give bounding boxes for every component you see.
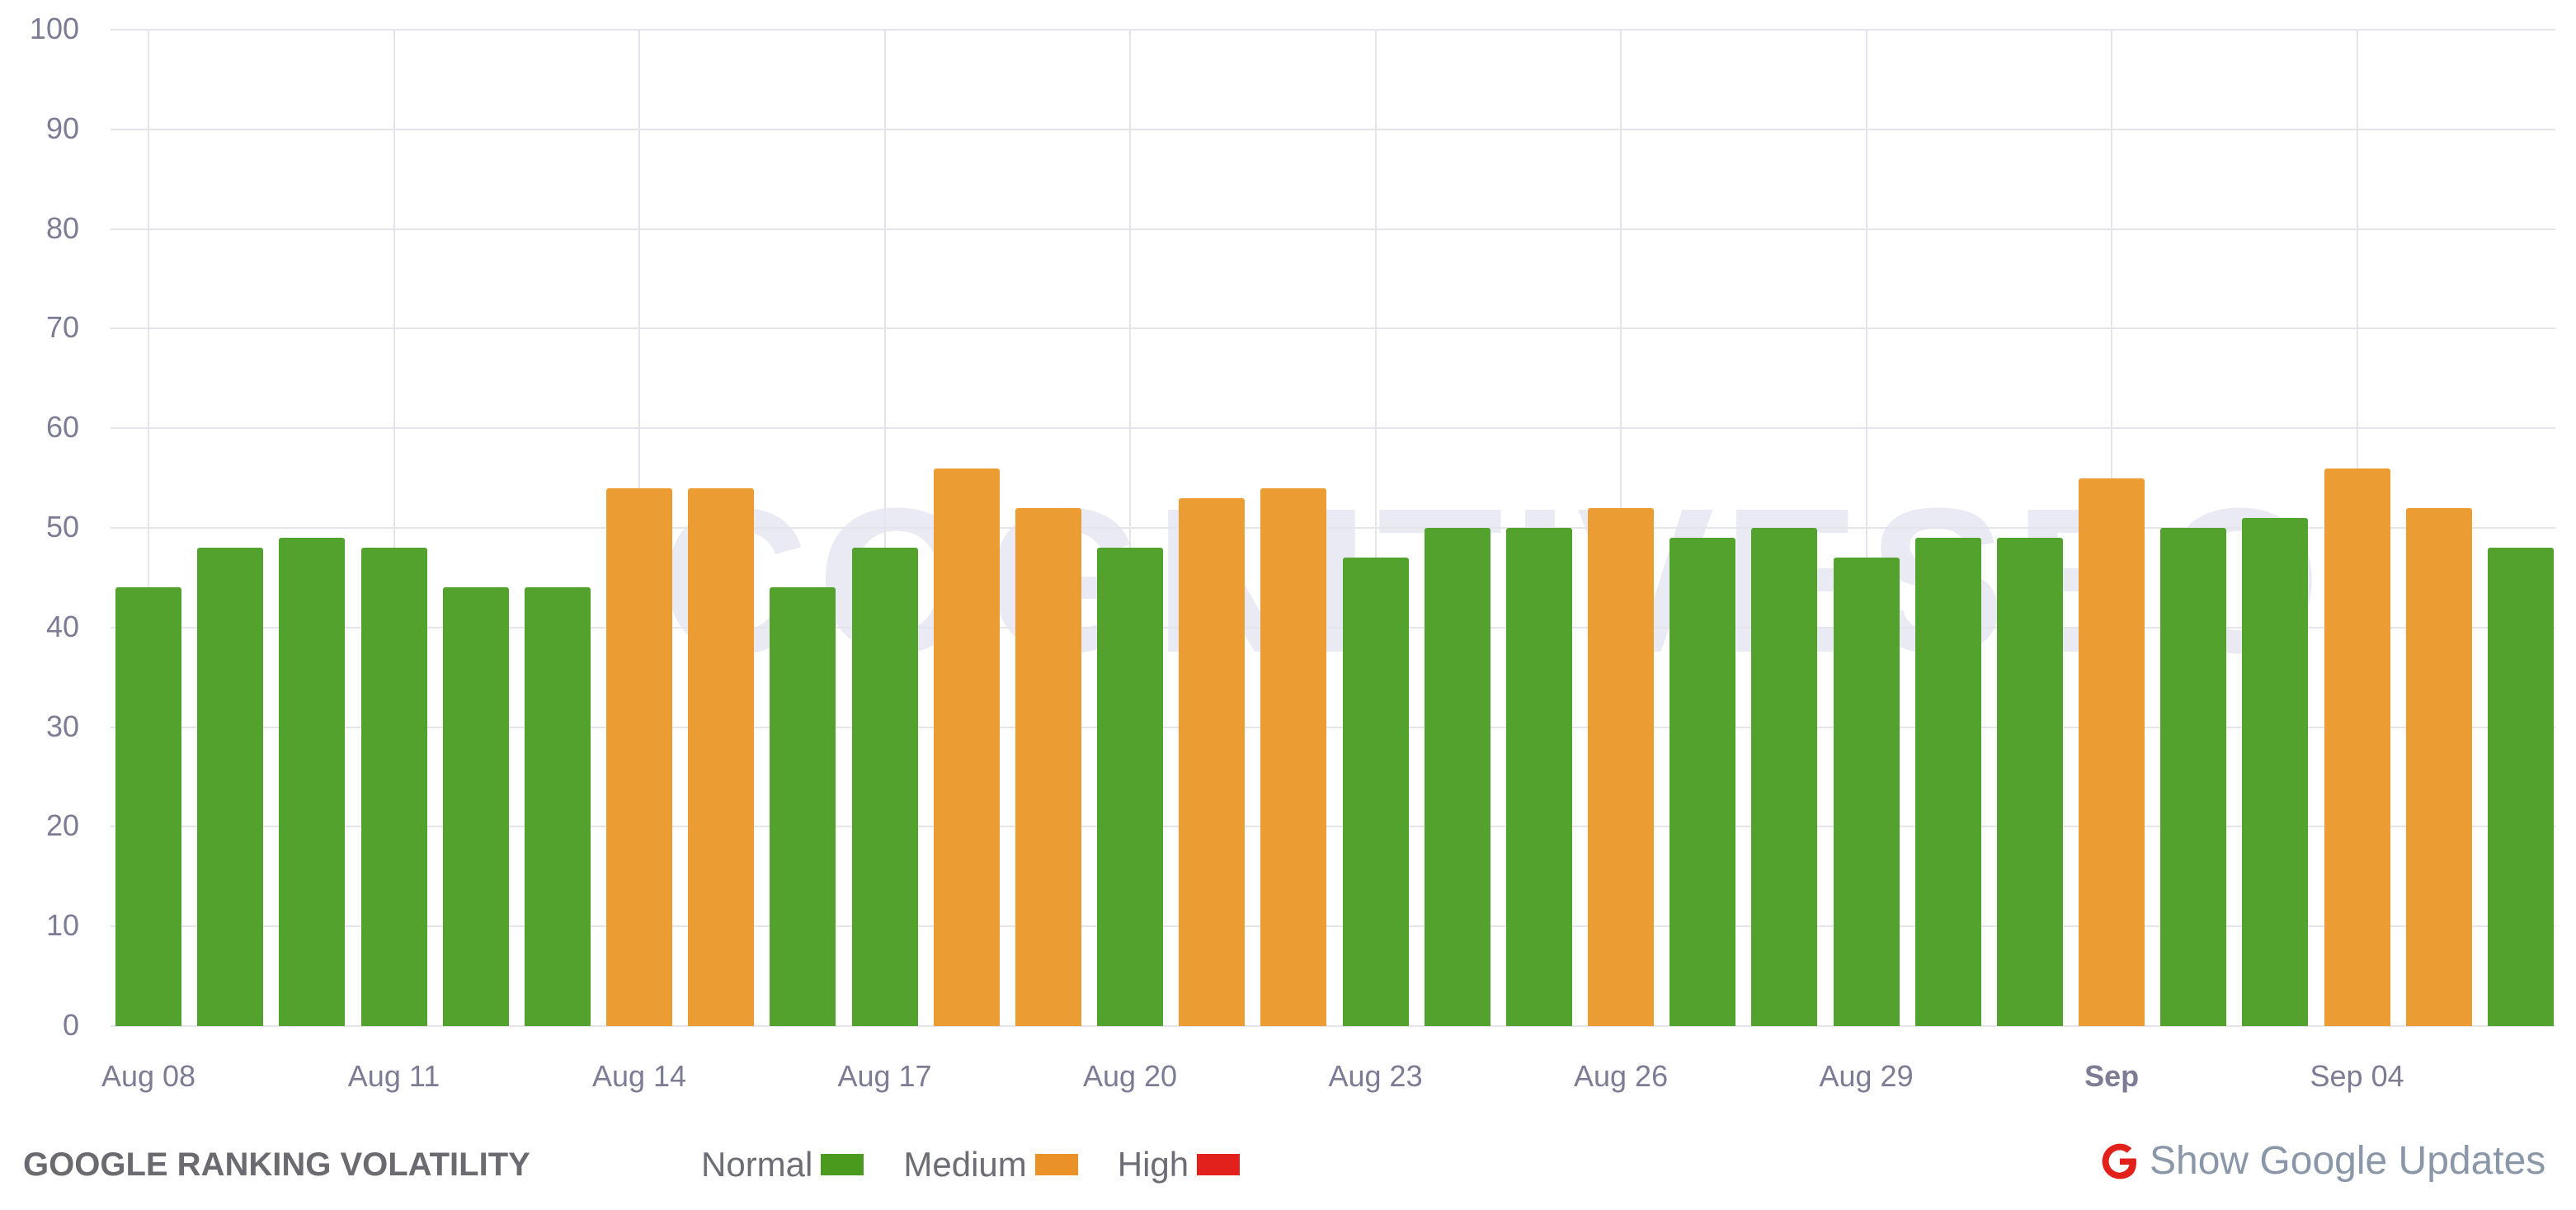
bar-aug-21[interactable] [1179,497,1246,1026]
bar-sep-04[interactable] [2324,468,2390,1026]
gridline-50 [111,527,2555,529]
bar-aug-12[interactable] [442,587,509,1026]
gridline-10 [111,925,2555,928]
x-tick-label: Aug 23 [1328,1059,1423,1093]
legend: Normal Medium High [701,1145,1279,1184]
bar-sep-05[interactable] [2405,507,2472,1026]
bar-aug-22[interactable] [1260,487,1327,1026]
x-tick-label: Aug 29 [1819,1059,1914,1093]
y-tick-label: 60 [45,410,79,445]
gridline-40 [111,626,2555,629]
vertical-gridline [883,30,886,1026]
bar-aug-17[interactable] [851,548,918,1026]
vertical-gridline [393,30,395,1026]
legend-label-medium: Medium [903,1145,1027,1184]
legend-item-high: High [1117,1145,1241,1184]
bar-aug-10[interactable] [279,538,346,1026]
bar-aug-08[interactable] [115,587,181,1026]
y-tick-label: 10 [45,908,79,943]
legend-swatch-normal [821,1154,864,1175]
bar-aug-11[interactable] [360,548,427,1026]
y-tick-label: 40 [45,609,79,643]
bar-aug-26[interactable] [1588,507,1655,1026]
bar-aug-20[interactable] [1097,548,1164,1026]
bar-aug-18[interactable] [933,468,1000,1026]
google-g-icon [2102,1143,2136,1179]
legend-swatch-high [1197,1154,1241,1175]
y-tick-label: 30 [45,709,79,743]
gridline-80 [111,228,2555,230]
x-tick-label: Aug 08 [101,1059,196,1093]
legend-label-high: High [1117,1145,1189,1184]
gridline-70 [111,327,2555,330]
bar-aug-29[interactable] [1833,558,1900,1026]
x-tick-label: Sep 04 [2310,1059,2404,1093]
vertical-gridline [1374,30,1377,1026]
y-tick-label: 0 [62,1008,79,1042]
y-tick-label: 100 [29,12,79,45]
y-tick-label: 70 [45,310,79,345]
bar-aug-28[interactable] [1751,528,1818,1026]
bar-aug-15[interactable] [688,487,755,1026]
x-tick-label: Aug 14 [591,1059,687,1093]
bar-aug-30[interactable] [1914,538,1981,1026]
y-tick-label: 80 [45,210,79,245]
gridline-100 [111,29,2555,31]
bar-aug-16[interactable] [770,587,836,1026]
bar-aug-09[interactable] [197,548,264,1026]
x-tick-label: Aug 26 [1573,1059,1669,1093]
bar-aug-25[interactable] [1505,528,1572,1026]
x-tick-label: Aug 17 [837,1059,932,1093]
y-tick-label: 20 [45,808,79,843]
show-google-updates-button[interactable]: Show Google Updates [2100,1138,2545,1184]
bar-sep-01[interactable] [2079,478,2145,1026]
x-tick-label: Aug 11 [347,1059,440,1093]
show-google-updates-label: Show Google Updates [2150,1139,2546,1183]
gridline-90 [111,128,2555,130]
gridline-0 [111,1025,2555,1027]
gridline-30 [111,726,2555,728]
bar-aug-31[interactable] [1996,538,2063,1026]
x-tick-label: Sep [2084,1059,2140,1093]
gridline-20 [111,826,2555,828]
vertical-gridline [1865,30,1867,1026]
bar-aug-24[interactable] [1424,528,1491,1026]
bar-aug-13[interactable] [524,587,591,1026]
bar-sep-02[interactable] [2160,528,2227,1026]
chart-title: GOOGLE RANKING VOLATILITY [23,1146,530,1183]
y-tick-label: 90 [45,111,79,145]
x-tick-label: Aug 20 [1082,1059,1178,1093]
y-tick-label: 50 [45,510,79,544]
gridline-60 [111,427,2555,430]
legend-label-normal: Normal [701,1145,813,1184]
bar-aug-27[interactable] [1669,538,1736,1026]
legend-item-normal: Normal [701,1145,864,1184]
legend-item-medium: Medium [903,1145,1078,1184]
bar-sep-06[interactable] [2487,548,2554,1026]
bar-aug-19[interactable] [1015,507,1081,1026]
bar-sep-03[interactable] [2242,517,2309,1026]
vertical-gridline [148,30,149,1026]
legend-swatch-medium [1034,1154,1078,1175]
bar-aug-23[interactable] [1342,558,1409,1026]
vertical-gridline [1129,30,1132,1026]
bar-aug-14[interactable] [606,487,673,1026]
